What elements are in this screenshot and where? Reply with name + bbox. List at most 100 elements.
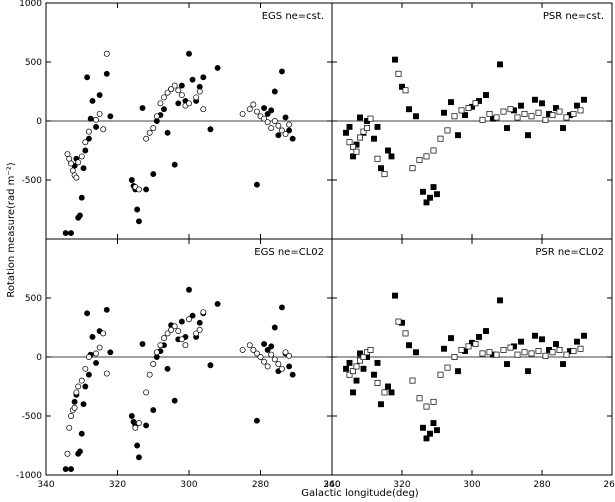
- data-point-filled-circle: [134, 442, 141, 449]
- data-point-open-circle: [271, 118, 278, 124]
- data-point-filled-circle: [186, 50, 192, 57]
- data-point-open-square: [542, 116, 549, 123]
- data-point-filled-square: [385, 383, 391, 390]
- data-point-filled-circle: [279, 68, 285, 75]
- data-point-open-square: [556, 346, 563, 353]
- data-point-filled-circle: [189, 76, 196, 83]
- data-point-open-circle: [186, 316, 192, 323]
- data-point-filled-circle: [107, 349, 114, 356]
- data-point-open-circle: [264, 119, 271, 126]
- data-point-filled-square: [392, 292, 398, 299]
- data-point-open-circle: [71, 404, 78, 411]
- data-point-open-circle: [100, 330, 107, 337]
- data-point-open-circle: [96, 110, 103, 117]
- data-point-filled-square: [357, 350, 363, 357]
- data-point-open-circle: [164, 330, 171, 337]
- data-point-filled-circle: [207, 362, 214, 369]
- data-point-open-square: [346, 139, 353, 146]
- data-point-filled-circle: [135, 454, 142, 461]
- data-point-filled-circle: [68, 466, 74, 473]
- data-point-filled-circle: [150, 171, 157, 178]
- data-point-open-circle: [93, 116, 100, 123]
- data-point-open-circle: [157, 342, 164, 349]
- data-point-filled-circle: [286, 127, 293, 134]
- data-point-open-circle: [96, 344, 103, 351]
- data-point-filled-square: [434, 191, 440, 198]
- data-point-open-circle: [178, 92, 185, 98]
- data-point-open-circle: [275, 122, 282, 129]
- data-point-filled-circle: [84, 74, 91, 81]
- data-point-open-circle: [153, 349, 160, 356]
- data-point-open-square: [493, 351, 500, 358]
- data-point-open-square: [507, 106, 514, 113]
- data-point-filled-circle: [264, 110, 271, 117]
- data-point-open-square: [444, 127, 451, 134]
- panel-2: PSR ne=cst.: [331, 2, 613, 240]
- data-point-open-square: [507, 344, 514, 351]
- panel-label: PSR ne=CL02: [535, 247, 604, 258]
- data-point-open-square: [549, 349, 556, 356]
- data-point-filled-circle: [164, 365, 171, 372]
- data-point-filled-circle: [80, 165, 87, 172]
- data-point-open-square: [402, 330, 409, 337]
- data-point-filled-circle: [68, 230, 74, 237]
- data-point-filled-circle: [103, 70, 110, 77]
- data-point-open-circle: [261, 358, 268, 365]
- data-point-filled-circle: [214, 64, 221, 71]
- data-point-open-circle: [150, 125, 157, 132]
- data-point-open-circle: [100, 126, 107, 133]
- data-point-filled-circle: [264, 346, 271, 353]
- data-point-open-square: [437, 135, 444, 142]
- data-point-open-square: [367, 115, 374, 122]
- x-tick-label: 320: [109, 480, 126, 490]
- data-point-open-square: [451, 113, 458, 120]
- data-point-filled-square: [560, 361, 566, 368]
- data-point-filled-square: [581, 96, 587, 103]
- data-point-filled-circle: [103, 306, 110, 313]
- x-tick-label: 280: [252, 480, 269, 490]
- data-point-open-circle: [286, 121, 293, 128]
- panel-label: EGS ne=cst.: [262, 11, 324, 22]
- data-point-open-circle: [168, 86, 175, 93]
- data-point-filled-square: [350, 153, 356, 160]
- data-point-open-circle: [250, 346, 257, 353]
- data-point-open-square: [570, 348, 577, 355]
- data-point-filled-circle: [164, 129, 171, 136]
- data-point-filled-square: [532, 332, 538, 339]
- data-point-open-circle: [143, 389, 150, 396]
- data-point-open-square: [367, 346, 374, 353]
- data-point-open-square: [360, 354, 367, 360]
- data-point-open-square: [528, 113, 535, 120]
- data-point-open-circle: [175, 328, 182, 334]
- data-point-open-circle: [150, 361, 157, 368]
- data-point-filled-circle: [87, 115, 94, 122]
- y-tick-label: 0: [36, 353, 42, 363]
- data-point-open-circle: [239, 346, 246, 353]
- data-point-filled-circle: [271, 88, 278, 95]
- data-point-open-square: [381, 389, 388, 396]
- data-point-filled-square: [388, 389, 395, 396]
- data-point-open-circle: [268, 125, 275, 132]
- data-point-open-square: [500, 346, 507, 353]
- data-point-open-circle: [85, 354, 92, 360]
- panel-label: PSR ne=cst.: [543, 11, 604, 22]
- data-point-open-square: [577, 107, 584, 114]
- data-point-open-circle: [153, 113, 160, 120]
- data-point-open-circle: [200, 309, 207, 316]
- data-point-filled-square: [574, 102, 580, 109]
- data-point-open-circle: [282, 349, 289, 356]
- data-point-filled-square: [430, 184, 437, 191]
- x-tick-label: 340: [323, 480, 340, 490]
- data-point-filled-square: [371, 371, 377, 378]
- data-point-open-circle: [186, 100, 192, 107]
- data-point-open-circle: [261, 115, 268, 122]
- x-tick-label: 280: [533, 480, 550, 490]
- y-tick-label: -500: [22, 412, 43, 422]
- data-point-filled-circle: [82, 147, 89, 154]
- data-point-open-square: [416, 395, 423, 402]
- data-point-open-square: [353, 363, 360, 370]
- data-point-filled-square: [374, 359, 381, 366]
- data-point-open-circle: [132, 424, 139, 431]
- data-point-filled-circle: [178, 318, 185, 325]
- data-point-filled-circle: [282, 114, 289, 121]
